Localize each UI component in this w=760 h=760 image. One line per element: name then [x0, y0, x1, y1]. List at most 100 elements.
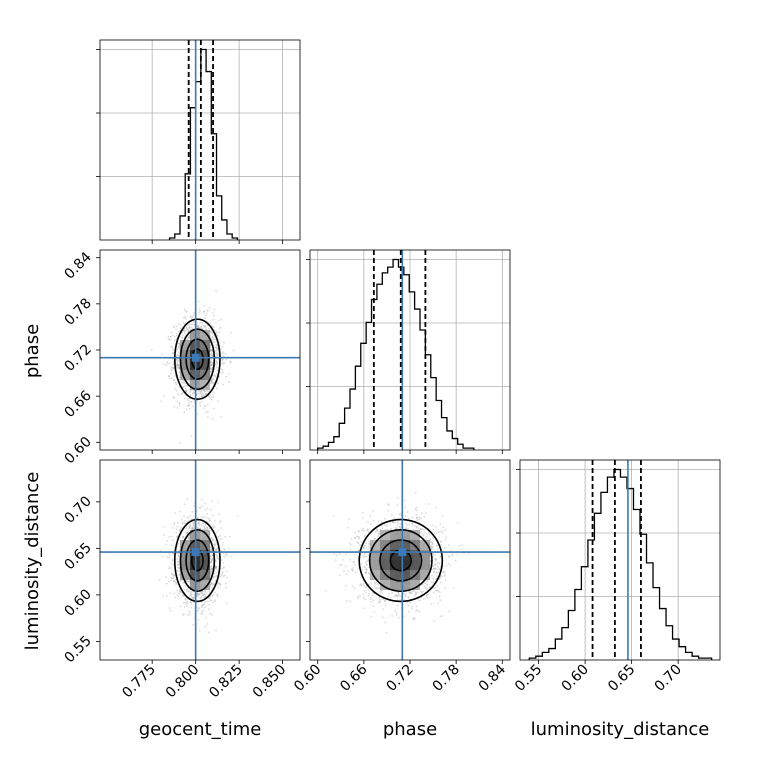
sample-point [185, 527, 188, 529]
sample-point [210, 398, 213, 401]
sample-point [367, 530, 370, 533]
sample-point [216, 593, 219, 596]
sample-point [217, 529, 219, 532]
sample-point [166, 362, 169, 365]
sample-point [228, 360, 231, 362]
sample-point [338, 574, 341, 577]
sample-point [188, 379, 190, 382]
hist-panel-luminosity_distance [516, 459, 721, 661]
sample-point [347, 526, 350, 529]
sample-point [442, 570, 444, 573]
sample-point [189, 316, 192, 319]
sample-point [451, 554, 453, 557]
sample-point [437, 565, 439, 568]
sample-point [352, 567, 355, 569]
sample-point [182, 329, 185, 332]
sample-point [399, 525, 402, 528]
sample-point [176, 365, 179, 368]
sample-point [415, 509, 418, 512]
sample-point [191, 527, 194, 530]
sample-point [219, 520, 222, 522]
density-cell [180, 570, 190, 580]
contour-level [173, 318, 221, 401]
sample-point [197, 526, 200, 529]
sample-point [211, 613, 213, 616]
sample-point [368, 572, 370, 575]
sample-point [369, 582, 372, 584]
sample-point [192, 320, 195, 323]
sample-point [189, 390, 192, 393]
sample-point [193, 505, 195, 507]
sample-point [188, 402, 191, 405]
sample-point [178, 345, 180, 348]
sample-point [374, 583, 377, 586]
sample-point [178, 588, 181, 591]
sample-point [183, 397, 186, 400]
sample-point [389, 596, 392, 599]
density-cell [180, 540, 190, 550]
sample-point [176, 525, 179, 528]
sample-point [206, 512, 209, 515]
sample-point [353, 561, 355, 563]
sample-point [190, 401, 193, 403]
sample-point [216, 344, 218, 347]
sample-point [183, 519, 186, 522]
sample-point [182, 601, 185, 604]
sample-point [166, 582, 168, 585]
sample-point [161, 353, 163, 356]
sample-point [178, 574, 181, 577]
sample-point [203, 596, 205, 598]
sample-point [172, 325, 175, 328]
sample-point [209, 370, 212, 373]
sample-point [411, 522, 414, 525]
sample-point [175, 366, 178, 369]
sample-point [219, 582, 222, 585]
sample-point [396, 594, 398, 597]
sample-point [172, 367, 175, 370]
sample-point [219, 326, 222, 329]
sample-point [210, 364, 213, 367]
sample-point [186, 531, 188, 534]
sample-point [405, 526, 407, 529]
sample-point [212, 314, 215, 317]
sample-point [348, 518, 350, 521]
sample-point [202, 594, 205, 597]
sample-point [216, 369, 219, 372]
sample-point [177, 322, 180, 325]
density-cell [200, 380, 210, 390]
sample-point [196, 390, 199, 392]
sample-point [230, 555, 233, 558]
sample-point [211, 557, 214, 560]
sample-point [211, 567, 213, 570]
sample-point [216, 595, 219, 598]
sample-point [172, 574, 175, 577]
sample-point [186, 605, 188, 607]
sample-point [214, 519, 216, 522]
sample-point [212, 594, 215, 597]
sample-point [214, 352, 217, 355]
sample-point [367, 554, 370, 557]
sample-point [196, 324, 199, 327]
sample-point [177, 549, 180, 552]
sample-point [196, 594, 199, 597]
sample-point [439, 591, 441, 594]
sample-point [209, 599, 212, 602]
sample-point [201, 595, 203, 597]
sample-point [211, 332, 214, 335]
sample-point [357, 597, 360, 600]
sample-point [211, 324, 213, 327]
sample-point [211, 364, 213, 366]
sample-point [416, 516, 419, 519]
sample-point [182, 581, 185, 584]
sample-point [177, 366, 180, 369]
sample-point [181, 336, 184, 339]
contour-level [185, 539, 210, 582]
x-tick-label: 0.825 [206, 662, 246, 702]
sample-point [170, 366, 173, 369]
sample-point [220, 575, 223, 577]
sample-point [389, 522, 392, 525]
sample-point [409, 591, 412, 594]
sample-point [420, 512, 423, 515]
sample-point [372, 605, 375, 607]
sample-point [444, 539, 447, 541]
